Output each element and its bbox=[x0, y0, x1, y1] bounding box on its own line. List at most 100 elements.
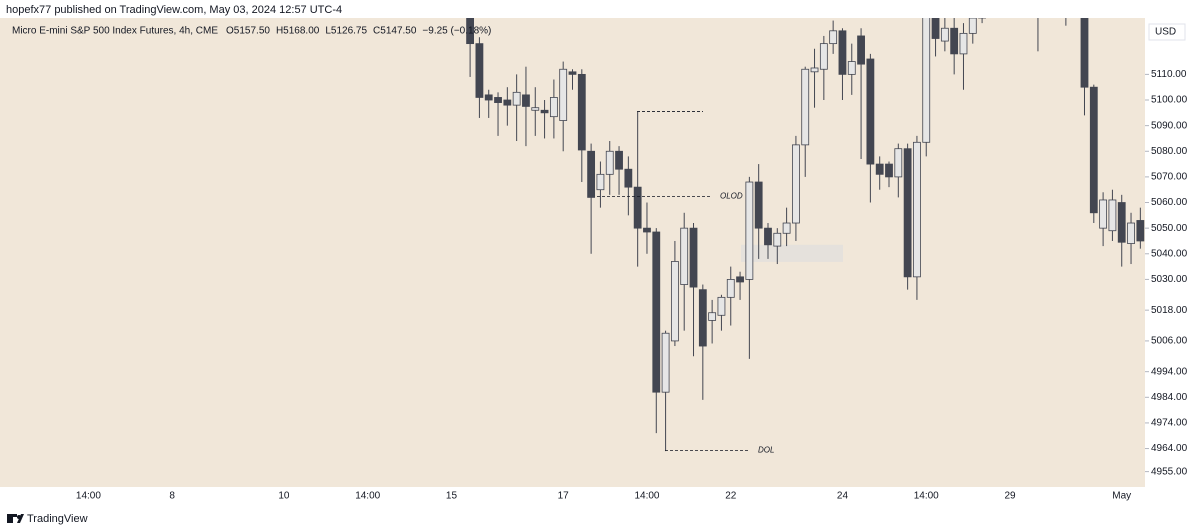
candle-body bbox=[698, 289, 707, 347]
candle-body bbox=[549, 97, 558, 118]
y-tick-label: 5050.00 bbox=[1151, 223, 1188, 234]
level-label: DOL bbox=[758, 446, 774, 455]
x-tick-label: 10 bbox=[278, 491, 290, 502]
y-tick-label: 5100.00 bbox=[1151, 95, 1188, 106]
ohlc-label: H5168.00 bbox=[276, 26, 320, 37]
x-tick-label: 14:00 bbox=[76, 491, 101, 502]
candle-body bbox=[968, 18, 977, 34]
candle-body bbox=[988, 0, 995, 3]
candle-body bbox=[475, 43, 484, 98]
candle-body bbox=[847, 61, 856, 75]
candle-body bbox=[466, 18, 475, 45]
candle-body bbox=[940, 27, 949, 42]
x-tick-label: 22 bbox=[725, 491, 737, 502]
y-tick-label: 4964.00 bbox=[1151, 443, 1188, 454]
x-axis-background bbox=[0, 487, 1145, 507]
candle-body bbox=[745, 181, 754, 280]
x-tick-label: May bbox=[1112, 491, 1131, 502]
legend: Micro E-mini S&P 500 Index Futures, 4h, … bbox=[12, 26, 491, 37]
y-tick-label: 5080.00 bbox=[1151, 146, 1188, 157]
candle-body bbox=[978, 18, 986, 19]
ohlc-label: L5126.75 bbox=[325, 26, 367, 37]
axes: 5110.00 5100.00 5090.00 5080.00 5070.00 5060.… bbox=[0, 18, 1200, 507]
candle-body bbox=[661, 332, 670, 393]
candle-body bbox=[931, 18, 940, 39]
candle-body bbox=[559, 68, 568, 121]
x-tick-label: 15 bbox=[446, 491, 458, 502]
candle-body bbox=[959, 32, 968, 55]
candle-body bbox=[1127, 222, 1135, 244]
candle-body bbox=[615, 150, 623, 170]
x-tick-label: 24 bbox=[837, 491, 849, 502]
brand: TradingView bbox=[27, 513, 88, 525]
y-tick-label: 5060.00 bbox=[1151, 197, 1188, 208]
candle-body bbox=[605, 150, 614, 175]
x-tick-label: 14:00 bbox=[634, 491, 659, 502]
publisher: hopefx77 published on TradingView.com, M… bbox=[6, 4, 342, 16]
candle-body bbox=[950, 27, 959, 55]
currency: USD bbox=[1155, 27, 1176, 38]
candle-body bbox=[670, 261, 679, 342]
brand-logo bbox=[7, 514, 24, 523]
candle-body bbox=[596, 173, 605, 191]
candle-body bbox=[633, 186, 642, 229]
candle-body bbox=[838, 30, 847, 75]
y-tick-label: 5070.00 bbox=[1151, 172, 1188, 183]
candle-body bbox=[708, 312, 717, 321]
plot-background bbox=[0, 18, 1145, 487]
candle-body bbox=[643, 227, 651, 233]
candle-body bbox=[726, 279, 735, 298]
candle-body bbox=[819, 43, 828, 70]
x-tick-label: 17 bbox=[558, 491, 570, 502]
y-tick-label: 5090.00 bbox=[1151, 120, 1188, 131]
candle-body bbox=[587, 150, 596, 198]
x-tick-label: 14:00 bbox=[914, 491, 939, 502]
candle-body bbox=[494, 97, 502, 103]
candle-body bbox=[866, 58, 875, 165]
y-tick-label: 5030.00 bbox=[1151, 274, 1188, 285]
y-tick-label: 5006.00 bbox=[1151, 336, 1188, 347]
ohlc-label: O5157.50 bbox=[226, 26, 270, 37]
candle-body bbox=[531, 107, 540, 111]
candle-body bbox=[652, 231, 661, 393]
candle-body bbox=[922, 18, 931, 143]
candle-body bbox=[717, 296, 726, 316]
y-tick-label: 5110.00 bbox=[1151, 69, 1187, 80]
zone bbox=[741, 244, 843, 262]
candle-body bbox=[801, 68, 810, 146]
candle-body bbox=[1117, 202, 1126, 243]
candle-body bbox=[773, 232, 782, 247]
candle-body bbox=[512, 91, 521, 106]
y-axis-background bbox=[1145, 18, 1200, 507]
currency-box bbox=[1148, 23, 1186, 41]
x-tick-label: 29 bbox=[1004, 491, 1016, 502]
y-tick-label: 4974.00 bbox=[1151, 418, 1188, 429]
candle-body bbox=[736, 276, 744, 283]
candle-body bbox=[875, 163, 884, 175]
x-tick-label: 8 bbox=[169, 491, 175, 502]
candle-body bbox=[857, 35, 865, 65]
candle-body bbox=[829, 30, 838, 45]
candle-body bbox=[782, 222, 791, 234]
x-tick-label: 14:00 bbox=[355, 491, 380, 502]
candle-body bbox=[754, 181, 763, 229]
candle-body bbox=[522, 94, 530, 107]
y-tick-label: 5040.00 bbox=[1151, 248, 1188, 259]
y-tick-label: 4994.00 bbox=[1151, 366, 1188, 377]
candle-body bbox=[1099, 199, 1108, 229]
candle-body bbox=[540, 109, 549, 114]
change-label: −9.25 (−0.18%) bbox=[422, 26, 491, 37]
ohlc-label: C5147.50 bbox=[373, 26, 417, 37]
y-tick-label: 5018.00 bbox=[1151, 305, 1188, 316]
candle-body bbox=[680, 227, 689, 285]
candle-body bbox=[1136, 220, 1145, 242]
candle-body bbox=[624, 168, 633, 188]
candle-body bbox=[568, 71, 577, 75]
candle-body bbox=[885, 163, 893, 178]
symbol: Micro E-mini S&P 500 Index Futures, 4h, … bbox=[12, 26, 218, 37]
level-label: OLOD bbox=[720, 192, 743, 201]
candle-body bbox=[689, 227, 698, 288]
y-tick-label: 4984.00 bbox=[1151, 392, 1188, 403]
